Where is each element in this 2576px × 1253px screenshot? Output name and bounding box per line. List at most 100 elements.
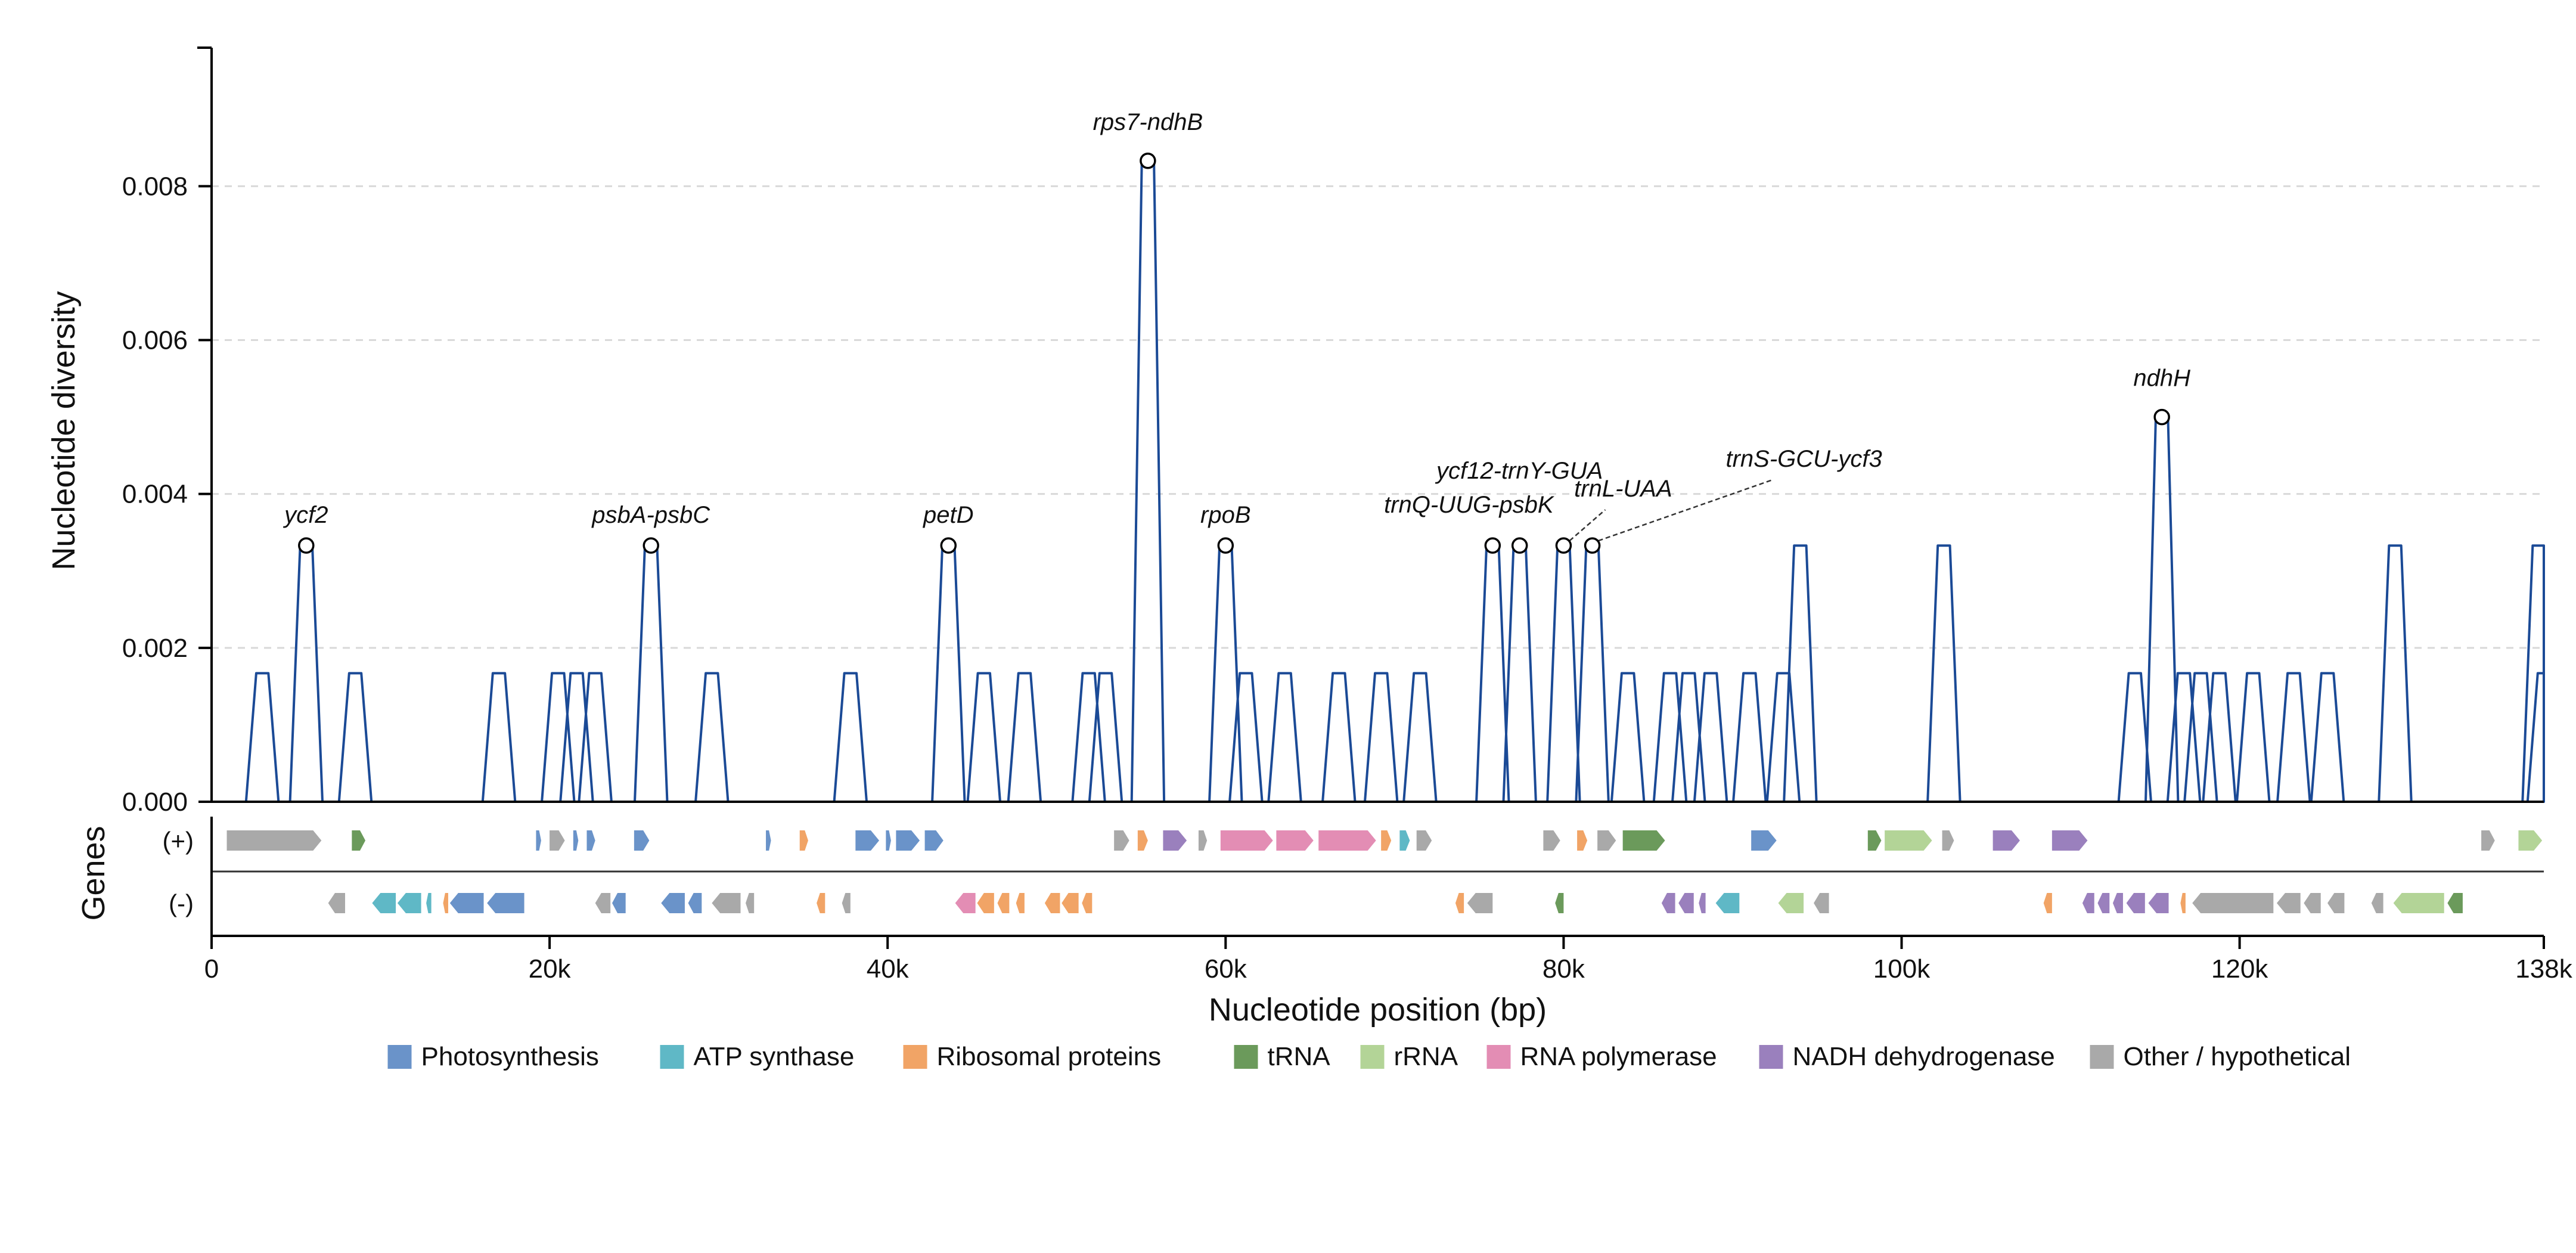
gene-arrow [612, 893, 626, 913]
peak-marker [1555, 537, 1572, 554]
gene-arrow [924, 830, 944, 851]
gene-arrow [746, 893, 755, 913]
gene-arrow [1885, 830, 1932, 851]
gene-arrow [1699, 893, 1706, 913]
x-tick-label: 100k [1873, 954, 1931, 984]
gene-arrow [1715, 893, 1740, 913]
gene-arrow [1992, 830, 2020, 851]
peak-label: trnL-UAA [1574, 476, 1672, 502]
gene-arrow [1114, 830, 1129, 851]
peak-label: ycf2 [283, 502, 328, 528]
y-tick-label: 0.008 [122, 172, 188, 201]
axes: Nucleotide diversity Nucleotide position… [46, 46, 2544, 1028]
gene-arrow [352, 830, 366, 851]
gene-arrow [1198, 830, 1208, 851]
peak-marker [643, 537, 659, 554]
gene-arrow [2180, 893, 2186, 913]
legend-entry-label: rRNA [1394, 1042, 1458, 1071]
peak-marker [298, 537, 315, 554]
y-tick-label: 0.002 [122, 634, 188, 663]
gene-arrow [712, 893, 741, 913]
gene-arrow [397, 893, 421, 913]
gene-arrow [1597, 830, 1616, 851]
peak-marker [2153, 408, 2170, 426]
gene-arrow [586, 830, 595, 851]
axis-ticks: 0.000 0.002 0.004 0.006 0.008 0 20k 40k 60k 80k 10… [122, 172, 2573, 984]
gene-arrow [2043, 893, 2052, 913]
gene-arrow [2082, 893, 2094, 913]
peak-label: rps7-ndhB [1093, 109, 1203, 135]
gene-arrow [1163, 830, 1187, 851]
gene-arrow [661, 893, 685, 913]
gene-arrow [1622, 830, 1665, 851]
legend: Photosynthesis ATP synthase Ribosomal prot… [387, 1042, 2351, 1071]
legend-entry-label: NADH dehydrogenase [1793, 1042, 2055, 1071]
gene-arrow [2148, 893, 2169, 913]
gene-arrow [842, 893, 851, 913]
peak-marker [1140, 153, 1156, 169]
gene-arrow [1678, 893, 1694, 913]
gene-arrow [2371, 893, 2383, 913]
gene-arrow [2052, 830, 2088, 851]
peak-marker [1584, 537, 1601, 554]
diversity-series [212, 159, 2545, 803]
peak-annotations: ycf2 psbA-psbC petD rps7-ndhB rpoB trnQ-UUG-p… [283, 109, 2190, 554]
gene-arrow [817, 893, 825, 913]
x-tick-label: 0 [204, 954, 219, 984]
gene-arrow [1751, 830, 1777, 851]
peak-marker [1484, 537, 1501, 554]
gene-arrow [2192, 893, 2274, 913]
gene-arrow [2518, 830, 2543, 851]
x-axis-label: Nucleotide position (bp) [1209, 992, 1547, 1028]
peak-label: psbA-psbC [591, 502, 710, 528]
gene-arrow [799, 830, 808, 851]
legend-swatch [660, 1045, 684, 1069]
gene-arrow [426, 893, 432, 913]
gene-arrow [1455, 893, 1464, 913]
legend-swatch [1234, 1045, 1258, 1069]
gene-arrow [2327, 893, 2345, 913]
y-axis-label: Nucleotide diversity [46, 291, 82, 570]
peak-label: rpoB [1200, 502, 1251, 528]
peak-label: trnS-GCU-ycf3 [1725, 446, 1882, 472]
gene-arrow [2097, 893, 2110, 913]
x-tick-label: 20k [529, 954, 572, 984]
gene-arrow [2276, 893, 2301, 913]
x-tick-label: 60k [1205, 954, 1247, 984]
gene-arrow [1220, 830, 1273, 851]
gene-arrow [1399, 830, 1410, 851]
gene-arrow [2447, 893, 2463, 913]
x-tick-label: 120k [2211, 954, 2268, 984]
gene-arrow [886, 830, 891, 851]
gene-arrow [1661, 893, 1675, 913]
gene-arrow [1467, 893, 1493, 913]
legend-entry-label: ATP synthase [694, 1042, 855, 1071]
gene-arrow [2393, 893, 2444, 913]
y-tick-label: 0.006 [122, 326, 188, 355]
diversity-line [212, 159, 2545, 803]
legend-entry-label: Photosynthesis [421, 1042, 599, 1071]
annotation-leader [1569, 509, 1606, 542]
gene-arrow [1044, 893, 1060, 913]
x-tick-label: 138k [2515, 954, 2572, 984]
legend-swatch [1360, 1045, 1385, 1069]
gene-arrow [536, 830, 541, 851]
legend-swatch [1759, 1045, 1783, 1069]
gene-arrow [1577, 830, 1588, 851]
gene-arrow [1867, 830, 1882, 851]
legend-entry-label: tRNA [1268, 1042, 1331, 1071]
y-tick-label: 0.004 [122, 480, 188, 509]
gene-arrow [1062, 893, 1079, 913]
gene-arrow [955, 893, 976, 913]
gene-arrow [2481, 830, 2495, 851]
gene-arrow [1543, 830, 1560, 851]
gene-arrow [1942, 830, 1954, 851]
gene-arrow [2126, 893, 2145, 913]
legend-swatch [903, 1045, 927, 1069]
legend-entry-label: RNA polymerase [1520, 1042, 1717, 1071]
gene-arrow [487, 893, 524, 913]
legend-entry-label: Other / hypothetical [2124, 1042, 2351, 1071]
gene-arrow [226, 830, 322, 851]
peak-label: ndhH [2133, 365, 2190, 392]
